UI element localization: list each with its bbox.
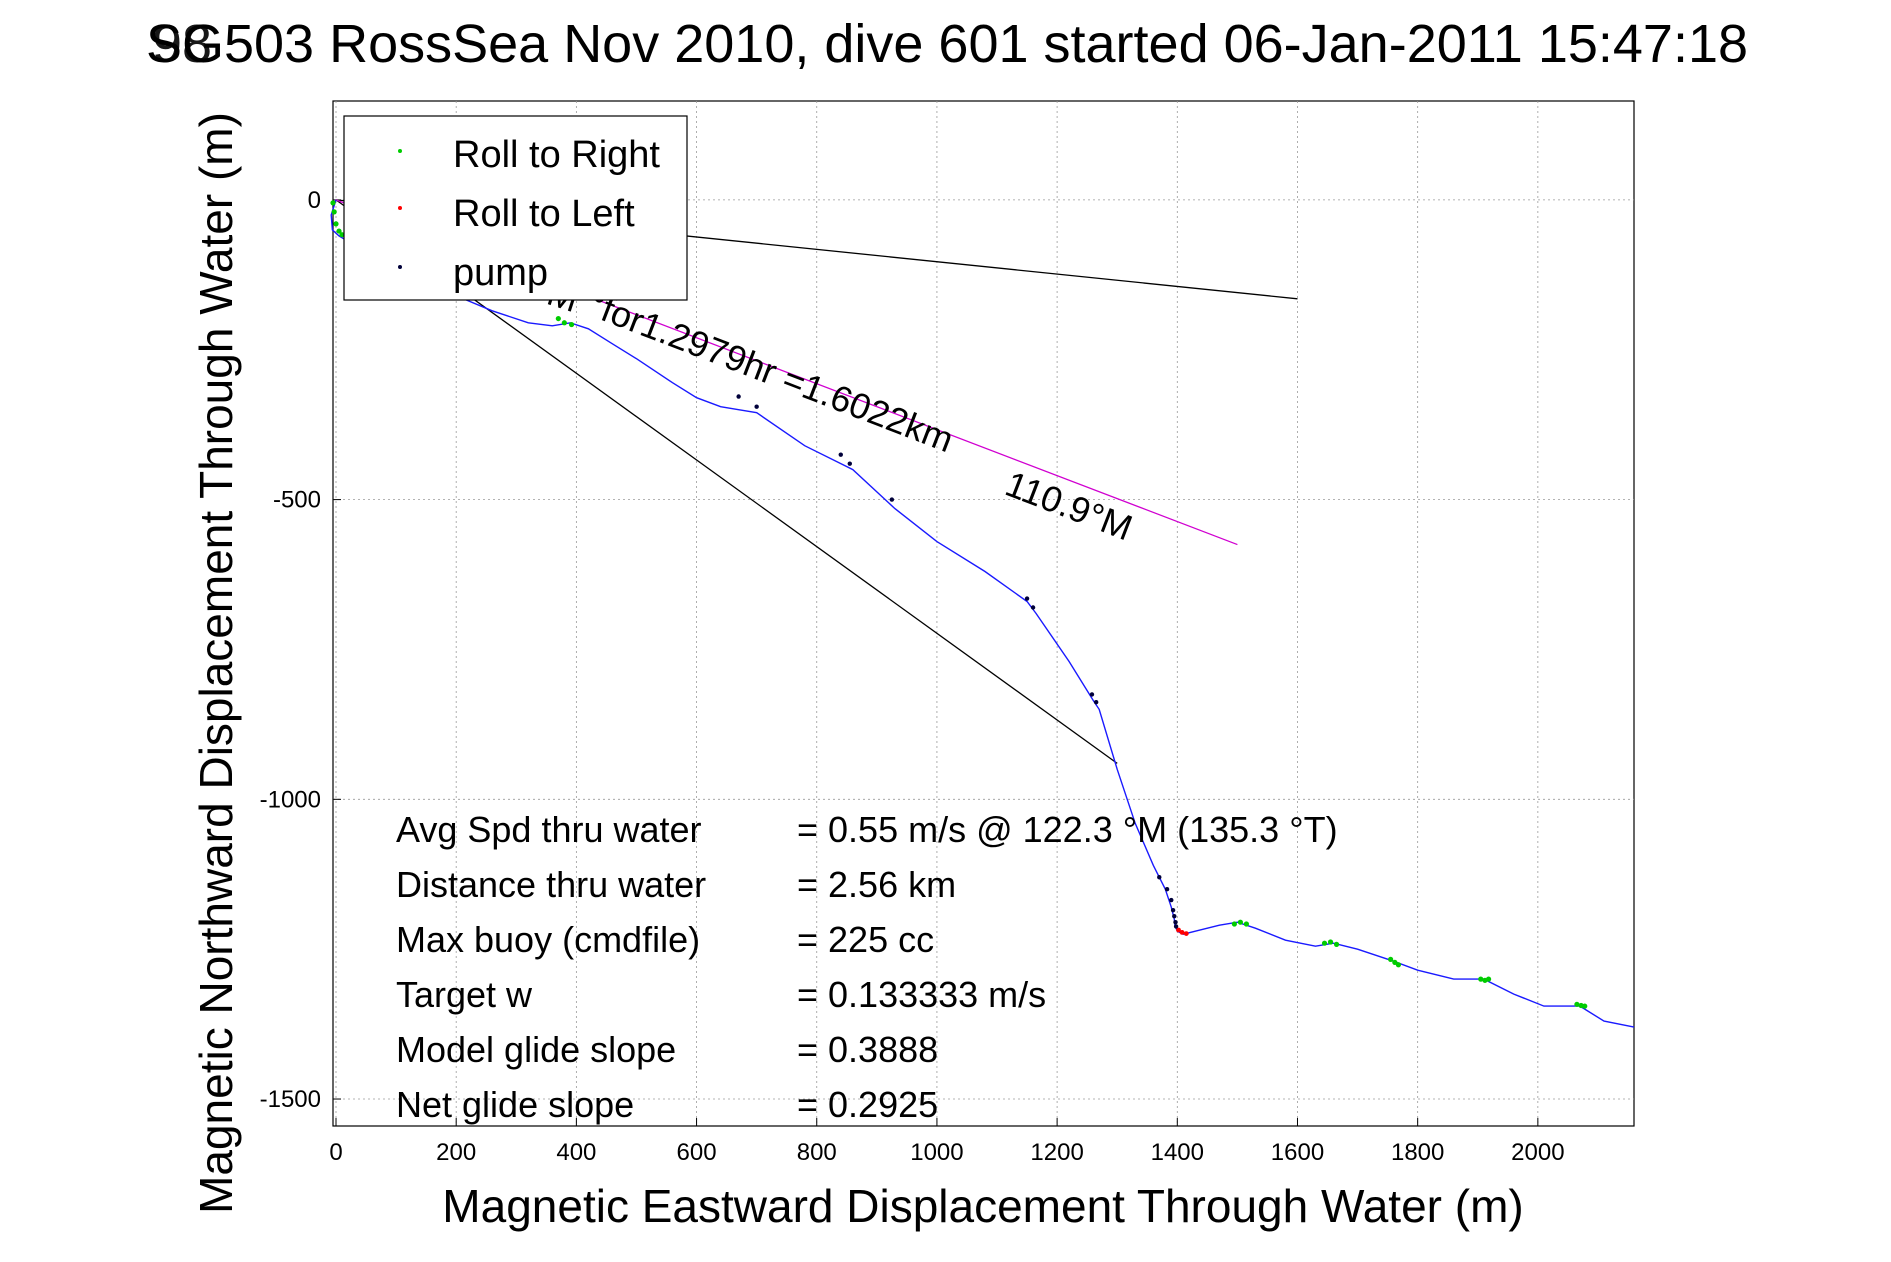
pump-point: [889, 497, 895, 502]
roll-right-point: [1388, 956, 1394, 962]
legend-marker-pump: [398, 265, 402, 269]
stat-value: = 0.133333 m/s: [797, 974, 1046, 1015]
roll-right-point: [1321, 940, 1328, 946]
chart-title-overlap: 98: [152, 14, 212, 74]
stat-label: Max buoy (cmdfile): [396, 919, 700, 960]
stats-block: Avg Spd thru water = 0.55 m/s @ 122.3 °M …: [396, 809, 1338, 1125]
stat-value: = 0.55 m/s @ 122.3 °M (135.3 °T): [797, 809, 1338, 850]
roll-left-point: [1179, 929, 1185, 935]
roll-right-point: [561, 320, 567, 326]
roll-right-point: [1574, 1001, 1580, 1007]
roll-right-point: [568, 321, 575, 328]
pump-point: [754, 404, 759, 409]
pump-point: [1024, 596, 1030, 601]
legend-label-roll-left: Roll to Left: [453, 193, 635, 235]
roll-left-point: [1183, 931, 1189, 936]
pump-point: [1172, 914, 1177, 919]
stat-label: Target w: [396, 974, 533, 1015]
ticks: 0 200 400 600 800 1000 1200 1400 1600 1800 2000 0 -5…: [260, 187, 1565, 1166]
stat-label: Avg Spd thru water: [396, 809, 702, 850]
x-tick-label: 1600: [1271, 1139, 1324, 1166]
stat-label: Distance thru water: [396, 864, 706, 905]
stat-value: = 0.3888: [797, 1029, 938, 1070]
chart-title: SG503 RossSea Nov 2010, dive 601 started…: [146, 14, 1748, 74]
pump-point: [736, 394, 741, 399]
roll-right-point: [1243, 921, 1250, 927]
pump-point: [1030, 605, 1036, 610]
markers: [330, 200, 1588, 1009]
pump-point: [1164, 887, 1170, 892]
roll-right-point: [331, 209, 337, 215]
stat-value: = 225 cc: [797, 919, 934, 960]
pump-point: [1089, 692, 1095, 697]
pump-point: [847, 461, 852, 466]
pump-point: [1093, 700, 1099, 705]
roll-right-point: [333, 221, 339, 227]
legend: Roll to Right Roll to Left pump: [343, 115, 688, 301]
stat-label: Net glide slope: [396, 1084, 634, 1125]
x-tick-label: 800: [797, 1139, 837, 1166]
roll-right-point: [1333, 941, 1340, 947]
pump-point: [1169, 897, 1174, 903]
x-axis-label: Magnetic Eastward Displacement Through W…: [442, 1180, 1523, 1232]
pump-point: [1157, 875, 1162, 880]
x-tick-label: 200: [436, 1139, 476, 1166]
x-tick-label: 1800: [1391, 1139, 1444, 1166]
stat-label: Model glide slope: [396, 1029, 676, 1070]
track-layer: [330, 199, 1635, 1028]
stat-value: = 2.56 km: [797, 864, 956, 905]
legend-marker-roll-left: [398, 206, 402, 210]
roll-right-point: [555, 315, 561, 322]
legend-label-pump: pump: [453, 252, 548, 294]
roll-right-point: [1327, 939, 1334, 945]
x-tick-label: 1200: [1030, 1139, 1083, 1166]
y-tick-label: -500: [273, 487, 321, 514]
roll-left-point: [1176, 927, 1181, 933]
y-axis-label: Magnetic Northward Displacement Through …: [190, 112, 242, 1214]
roll-right-point: [1395, 962, 1402, 968]
pump-point: [1173, 924, 1179, 929]
track-line: [330, 199, 1635, 1028]
roll-right-point: [1485, 976, 1492, 982]
x-tick-label: 0: [329, 1139, 342, 1166]
pump-point: [838, 452, 843, 457]
legend-marker-roll-right: [398, 149, 402, 153]
y-tick-label: -1500: [260, 1086, 321, 1113]
roll-right-point: [336, 228, 342, 234]
x-tick-label: 1000: [910, 1139, 963, 1166]
roll-right-point: [339, 232, 345, 238]
legend-label-roll-right: Roll to Right: [453, 134, 660, 176]
x-tick-label: 2000: [1511, 1139, 1564, 1166]
pump-point: [1170, 908, 1176, 913]
stat-value: = 0.2925: [797, 1084, 938, 1125]
x-tick-label: 1400: [1151, 1139, 1204, 1166]
roll-right-point: [1582, 1003, 1588, 1009]
y-tick-label: -1000: [260, 786, 321, 813]
y-tick-label: 0: [308, 187, 321, 214]
x-tick-label: 600: [677, 1139, 717, 1166]
x-tick-label: 400: [556, 1139, 596, 1166]
roll-right-point: [330, 200, 336, 206]
roll-right-point: [1231, 921, 1237, 927]
pump-point: [1173, 919, 1178, 925]
roll-right-point: [1478, 976, 1484, 982]
roll-right-point: [1237, 919, 1243, 925]
